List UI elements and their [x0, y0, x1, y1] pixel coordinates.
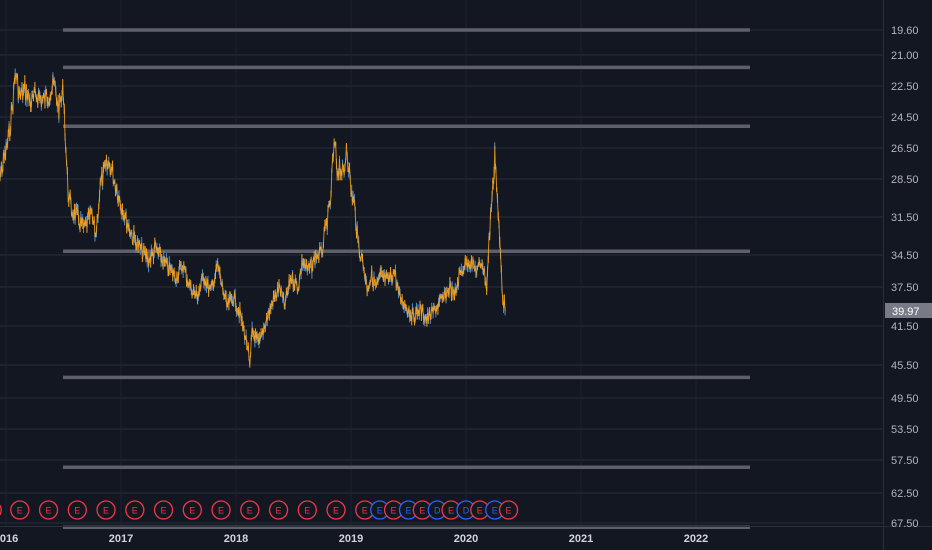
earnings-marker-circle	[67, 500, 87, 520]
earnings-marker-circle	[0, 504, 2, 516]
y-tick-label: 28.50	[891, 174, 919, 186]
earnings-marker-label: E	[405, 506, 411, 516]
earnings-marker-label: E	[448, 506, 454, 516]
earnings-marker-label: E	[506, 506, 512, 516]
y-tick-label: 62.50	[891, 488, 919, 500]
earnings-marker-label: E	[132, 506, 138, 516]
price-series	[0, 68, 506, 368]
y-tick-label: 21.00	[891, 50, 919, 62]
earnings-marker-circle	[326, 500, 346, 520]
earnings-marker-circle	[211, 500, 231, 520]
earnings-marker-circle	[182, 500, 202, 520]
x-tick-label: 2019	[339, 533, 363, 545]
earnings-marker-label: E	[17, 506, 23, 516]
earnings-marker-label: D	[463, 506, 470, 516]
earnings-marker-label: E	[419, 506, 425, 516]
y-tick-label: 45.50	[891, 360, 919, 372]
earnings-marker-circle	[498, 500, 519, 520]
y-tick-label: 22.50	[891, 81, 919, 93]
earnings-marker[interactable]: E	[412, 500, 432, 520]
x-tick-label: 2018	[224, 533, 248, 545]
current-price-label: 39.97	[892, 306, 920, 318]
y-tick-label: 19.60	[891, 25, 919, 37]
earnings-marker-circle	[10, 500, 30, 520]
x-tick-label: 2020	[454, 533, 478, 545]
earnings-marker-label: E	[218, 506, 224, 516]
earnings-marker-label: E	[333, 506, 339, 516]
horizontal-levels	[63, 28, 750, 529]
earnings-marker-circle	[125, 500, 145, 520]
y-tick-label: 37.50	[891, 282, 919, 294]
y-tick-label: 49.50	[891, 393, 919, 405]
earnings-marker-circle	[268, 500, 289, 520]
earnings-marker[interactable]: E	[268, 500, 289, 520]
earnings-marker-circle	[297, 500, 317, 520]
earnings-marker-label: E	[377, 506, 383, 516]
earnings-marker[interactable]: E	[0, 501, 2, 519]
earnings-marker[interactable]: E	[96, 500, 116, 520]
x-tick-label: 2021	[569, 533, 593, 545]
earnings-marker[interactable]: E	[38, 500, 59, 520]
earnings-marker-label: E	[276, 506, 282, 516]
y-tick-label: 34.50	[891, 250, 919, 262]
earnings-marker[interactable]: E	[326, 500, 346, 520]
earnings-marker-circle	[153, 500, 174, 520]
current-price-badge: 39.97	[885, 303, 932, 318]
earnings-marker-label: E	[103, 506, 109, 516]
earnings-marker-label: E	[247, 506, 253, 516]
earnings-marker[interactable]: E	[297, 500, 317, 520]
y-tick-label: 26.50	[891, 143, 919, 155]
earnings-marker-label: E	[46, 506, 52, 516]
grid	[0, 0, 883, 526]
earnings-marker[interactable]: E	[498, 500, 519, 520]
earnings-marker-label: E	[391, 506, 397, 516]
earnings-marker-label: D	[434, 506, 441, 516]
earnings-marker-label: E	[161, 506, 167, 516]
x-axis[interactable]: 2016 2017 2018 2019 2020 2021 2022	[0, 533, 708, 545]
earnings-marker[interactable]: E	[125, 500, 145, 520]
earnings-marker[interactable]: E	[182, 500, 202, 520]
earnings-marker-circle	[96, 500, 116, 520]
earnings-marker-circle	[240, 500, 260, 520]
earnings-marker-label: E	[189, 506, 195, 516]
earnings-marker[interactable]: E	[240, 500, 260, 520]
y-axis[interactable]: 19.60 21.00 22.50 24.50 26.50 28.50 31.50 34.50…	[891, 25, 919, 530]
earnings-marker-label: E	[477, 506, 483, 516]
y-tick-label: 67.50	[891, 518, 919, 530]
earnings-marker[interactable]: E	[211, 500, 231, 520]
earnings-marker-label: E	[492, 506, 498, 516]
y-tick-label: 24.50	[891, 112, 919, 124]
y-tick-label: 41.50	[891, 321, 919, 333]
earnings-marker-label: E	[74, 506, 80, 516]
x-tick-label: 2016	[0, 533, 18, 545]
y-tick-label: 57.50	[891, 455, 919, 467]
earnings-markers: EEEEEEEEEEEEEEEEEEDEDEEE	[0, 500, 519, 520]
earnings-marker[interactable]: E	[383, 500, 404, 520]
y-tick-label: 31.50	[891, 212, 919, 224]
earnings-marker[interactable]: E	[67, 500, 87, 520]
x-tick-label: 2017	[109, 533, 133, 545]
x-tick-label: 2022	[684, 533, 708, 545]
earnings-marker-circle	[38, 500, 59, 520]
earnings-marker[interactable]: E	[10, 500, 30, 520]
earnings-marker[interactable]: E	[153, 500, 174, 520]
earnings-marker-label: E	[304, 506, 310, 516]
price-line	[0, 72, 506, 365]
earnings-marker-label: E	[362, 506, 368, 516]
y-tick-label: 53.50	[891, 424, 919, 436]
